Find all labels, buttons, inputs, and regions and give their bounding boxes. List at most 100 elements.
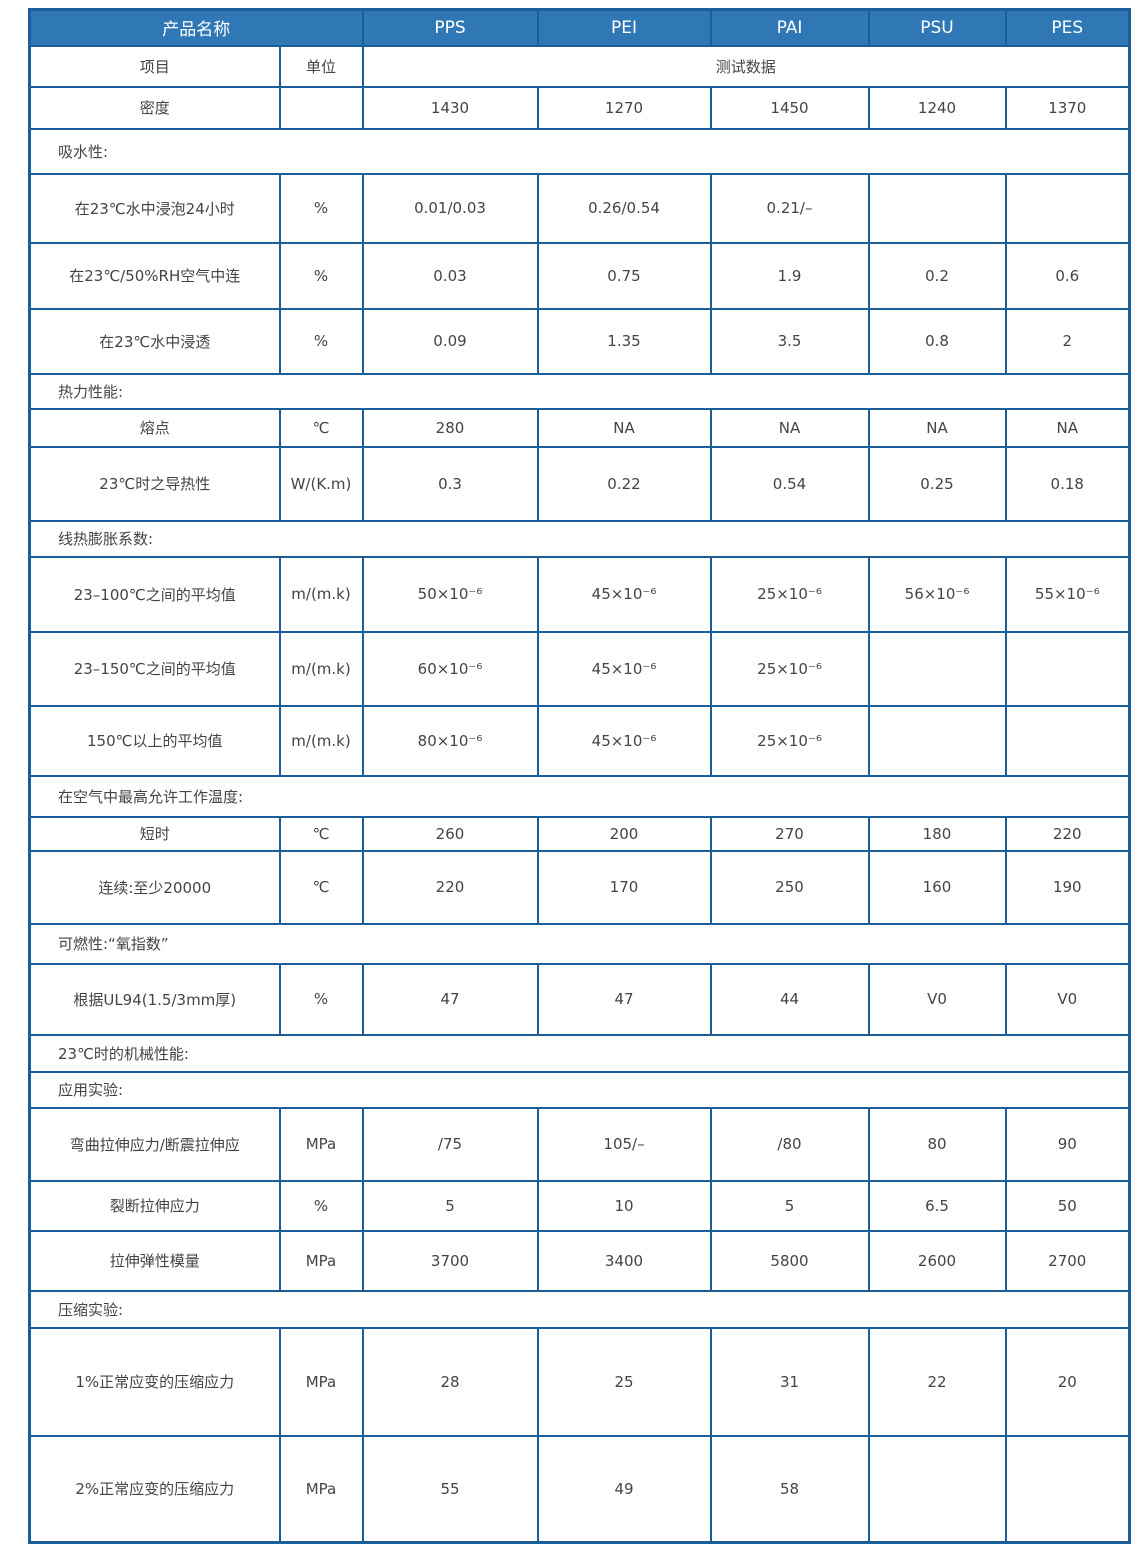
section-label: 可燃性:“氧指数” <box>28 922 1131 965</box>
unit-cell: m/(m.k) <box>278 630 364 707</box>
item-cell: 23–150℃之间的平均值 <box>28 630 281 707</box>
item-cell: 短时 <box>28 815 281 852</box>
unit-header: 单位 <box>278 44 364 88</box>
unit-cell: ℃ <box>278 849 364 925</box>
table-row: 在23℃水中浸透% 0.09 1.35 3.5 0.8 2 <box>28 307 1131 375</box>
unit-cell: m/(m.k) <box>278 555 364 633</box>
value-cell <box>1004 630 1131 707</box>
material-header: PES <box>1004 8 1131 47</box>
unit-cell: MPa <box>278 1106 364 1182</box>
value-cell: 0.54 <box>709 445 870 522</box>
material-header: PSU <box>867 8 1007 47</box>
section-row: 线热膨胀系数: <box>28 519 1131 558</box>
table-row: 连续:至少20000 ℃ 220 170 250 160 190 <box>28 849 1131 925</box>
value-cell: 90 <box>1004 1106 1131 1182</box>
value-cell: 1.9 <box>709 241 870 310</box>
value-cell: 190 <box>1004 849 1131 925</box>
value-cell: 49 <box>536 1434 712 1544</box>
value-cell: 20 <box>1004 1326 1131 1437</box>
unit-cell: MPa <box>278 1229 364 1292</box>
table-row: 裂断拉伸应力% 5 10 5 6.5 50 <box>28 1179 1131 1232</box>
section-label: 23℃时的机械性能: <box>28 1033 1131 1073</box>
item-cell: 根据UL94(1.5/3mm厚) <box>28 962 281 1036</box>
material-properties-table: 产品名称 PPS PEI PAI PSU PES 项目 单位 测试数据 密度 14… <box>28 8 1131 1544</box>
value-cell: 1240 <box>867 85 1007 130</box>
item-cell: 连续:至少20000 <box>28 849 281 925</box>
product-name-header: 产品名称 <box>28 8 364 47</box>
value-cell <box>1004 172 1131 244</box>
value-cell: 1270 <box>536 85 712 130</box>
value-cell: 10 <box>536 1179 712 1232</box>
item-cell: 拉伸弹性模量 <box>28 1229 281 1292</box>
value-cell: 250 <box>709 849 870 925</box>
item-header: 项目 <box>28 44 281 88</box>
table-row: 在23℃水中浸泡24小时% 0.01/0.03 0.26/0.54 0.21/– <box>28 172 1131 244</box>
unit-cell: % <box>278 172 364 244</box>
value-cell <box>867 630 1007 707</box>
value-cell: 0.03 <box>361 241 539 310</box>
table-row: 23℃时之导热性 W/(K.m) 0.3 0.22 0.54 0.25 0.18 <box>28 445 1131 522</box>
section-label: 线热膨胀系数: <box>28 519 1131 558</box>
value-cell: 0.2 <box>867 241 1007 310</box>
value-cell: 1430 <box>361 85 539 130</box>
value-cell: 80 <box>867 1106 1007 1182</box>
item-cell: 在23℃水中浸透 <box>28 307 281 375</box>
value-cell: 220 <box>361 849 539 925</box>
value-cell: 2600 <box>867 1229 1007 1292</box>
unit-cell: % <box>278 307 364 375</box>
section-label: 在空气中最高允许工作温度: <box>28 774 1131 818</box>
value-cell: 5 <box>709 1179 870 1232</box>
unit-cell: MPa <box>278 1434 364 1544</box>
value-cell: 44 <box>709 962 870 1036</box>
value-cell <box>867 704 1007 777</box>
value-cell: 25×10⁻⁶ <box>709 555 870 633</box>
value-cell: 25×10⁻⁶ <box>709 704 870 777</box>
value-cell: 0.09 <box>361 307 539 375</box>
table-row: 弯曲拉伸应力/断震拉伸应 MPa/75 105/–/80 80 90 <box>28 1106 1131 1182</box>
table-row: 2%正常应变的压缩应力 MPa 55 49 58 <box>28 1434 1131 1544</box>
value-cell: 1450 <box>709 85 870 130</box>
value-cell: V0 <box>1004 962 1131 1036</box>
table-row: 根据UL94(1.5/3mm厚)% 47 47 44 V0 V0 <box>28 962 1131 1036</box>
value-cell: 25×10⁻⁶ <box>709 630 870 707</box>
value-cell <box>867 1434 1007 1544</box>
value-cell: 3400 <box>536 1229 712 1292</box>
unit-cell: m/(m.k) <box>278 704 364 777</box>
value-cell: 0.01/0.03 <box>361 172 539 244</box>
value-cell: 1.35 <box>536 307 712 375</box>
value-cell: 31 <box>709 1326 870 1437</box>
section-label: 应用实验: <box>28 1070 1131 1109</box>
item-cell: 1%正常应变的压缩应力 <box>28 1326 281 1437</box>
value-cell: 45×10⁻⁶ <box>536 555 712 633</box>
section-row: 23℃时的机械性能: <box>28 1033 1131 1073</box>
value-cell: 160 <box>867 849 1007 925</box>
value-cell: NA <box>1004 407 1131 448</box>
item-cell: 150℃以上的平均值 <box>28 704 281 777</box>
table-row: 在23℃/50%RH空气中连% 0.03 0.75 1.9 0.2 0.6 <box>28 241 1131 310</box>
value-cell: NA <box>536 407 712 448</box>
value-cell: 6.5 <box>867 1179 1007 1232</box>
value-cell: 3.5 <box>709 307 870 375</box>
item-cell: 23–100℃之间的平均值 <box>28 555 281 633</box>
value-cell: 0.8 <box>867 307 1007 375</box>
value-cell: 270 <box>709 815 870 852</box>
value-cell: 50 <box>1004 1179 1131 1232</box>
table-row: 密度 1430 1270 1450 1240 1370 <box>28 85 1131 130</box>
value-cell: 2 <box>1004 307 1131 375</box>
section-label: 压缩实验: <box>28 1289 1131 1329</box>
table-row: 23–150℃之间的平均值 m/(m.k) 60×10⁻⁶ 45×10⁻⁶ 25×10⁻… <box>28 630 1131 707</box>
value-cell: 0.75 <box>536 241 712 310</box>
value-cell: 0.22 <box>536 445 712 522</box>
value-cell: /80 <box>709 1106 870 1182</box>
material-header: PAI <box>709 8 870 47</box>
value-cell: 5 <box>361 1179 539 1232</box>
value-cell: 22 <box>867 1326 1007 1437</box>
unit-cell <box>278 85 364 130</box>
material-header: PEI <box>536 8 712 47</box>
value-cell: 170 <box>536 849 712 925</box>
value-cell: 0.6 <box>1004 241 1131 310</box>
unit-cell: MPa <box>278 1326 364 1437</box>
value-cell: 50×10⁻⁶ <box>361 555 539 633</box>
test-data-header: 测试数据 <box>361 44 1131 88</box>
value-cell: 47 <box>536 962 712 1036</box>
